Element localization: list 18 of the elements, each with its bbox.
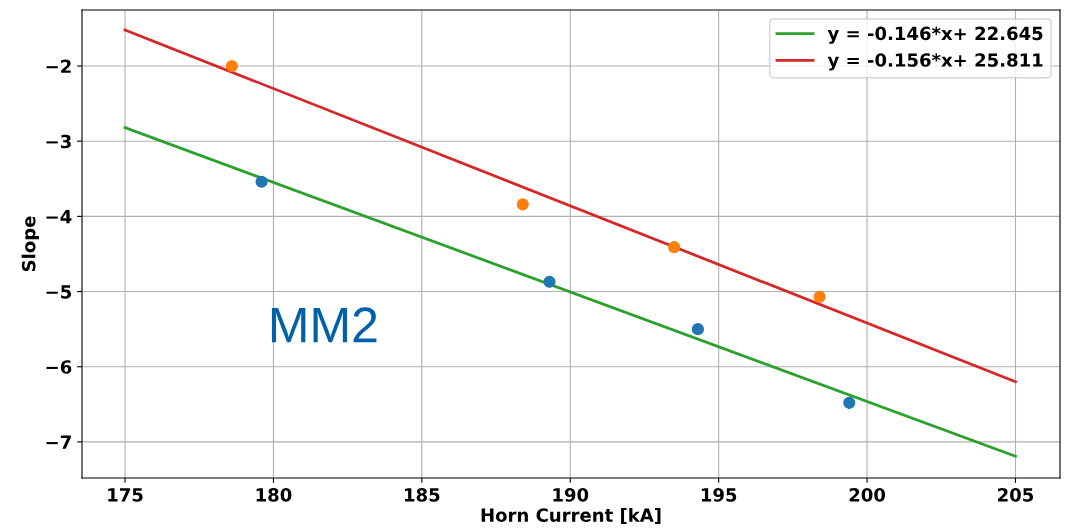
- x-axis-title: Horn Current [kA]: [481, 507, 661, 525]
- annotation: MM2: [271, 307, 377, 343]
- x-tick-label: 195: [701, 488, 737, 502]
- y-tick-label: −2: [46, 59, 71, 73]
- y-tick-label: −5: [46, 285, 72, 299]
- y-tick-label: −4: [46, 210, 72, 224]
- x-tick-label: 205: [998, 488, 1034, 502]
- x-tick-label: 190: [553, 488, 589, 502]
- y-tick-label: −3: [46, 134, 71, 149]
- x-tick-label: 175: [108, 488, 143, 502]
- legend-label: y = -0.156*x+ 25.811: [827, 53, 1043, 71]
- x-tick-label: 180: [256, 488, 292, 502]
- x-tick-label: 185: [405, 488, 440, 502]
- x-tick-label: 200: [849, 488, 886, 502]
- y-tick-label: −6: [46, 360, 72, 374]
- y-axis-title: Slope: [21, 216, 40, 272]
- legend-label: y = -0.146*x+ 22.645: [827, 26, 1043, 44]
- y-tick-label: −7: [46, 435, 71, 449]
